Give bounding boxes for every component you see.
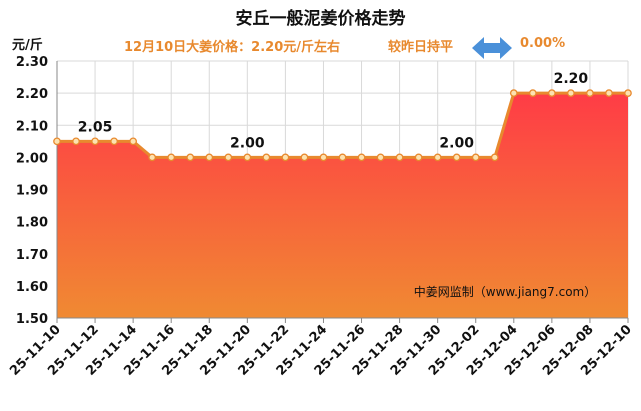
y-tick-label: 2.00 bbox=[16, 151, 48, 166]
y-tick-label: 1.90 bbox=[16, 184, 48, 199]
data-label: 2.00 bbox=[230, 135, 265, 151]
data-point bbox=[509, 89, 518, 97]
data-point bbox=[605, 89, 613, 97]
data-point bbox=[338, 153, 347, 162]
data-label: 2.00 bbox=[439, 135, 474, 151]
data-point bbox=[224, 153, 233, 162]
data-point bbox=[319, 153, 328, 162]
data-point bbox=[471, 153, 480, 162]
compare-label: 较昨日持平 bbox=[388, 40, 454, 55]
data-point bbox=[167, 153, 176, 162]
data-point bbox=[205, 153, 214, 162]
data-point bbox=[72, 137, 80, 146]
data-point bbox=[395, 153, 404, 162]
data-point bbox=[281, 153, 290, 162]
data-point bbox=[148, 153, 157, 162]
y-tick-label: 2.30 bbox=[16, 55, 48, 70]
data-point bbox=[548, 89, 556, 97]
data-point bbox=[414, 153, 423, 162]
data-point bbox=[262, 153, 271, 162]
y-tick-label: 2.20 bbox=[16, 87, 48, 102]
left-right-arrow-icon bbox=[472, 37, 512, 59]
y-tick-label: 1.70 bbox=[16, 248, 48, 263]
series-area bbox=[57, 93, 628, 318]
data-point bbox=[433, 153, 442, 162]
y-tick-label: 2.10 bbox=[16, 119, 48, 134]
data-point bbox=[586, 89, 594, 97]
data-label: 2.05 bbox=[78, 119, 113, 135]
data-point bbox=[300, 153, 309, 162]
data-point bbox=[567, 89, 575, 97]
markers bbox=[53, 89, 632, 162]
data-point bbox=[357, 153, 366, 162]
data-point bbox=[91, 137, 99, 146]
chart-title: 安丘一般泥姜价格走势 bbox=[235, 9, 406, 29]
data-point bbox=[452, 153, 461, 162]
data-point bbox=[186, 153, 195, 162]
y-tick-label: 1.50 bbox=[16, 312, 48, 327]
data-point bbox=[53, 137, 61, 146]
data-point bbox=[129, 137, 137, 146]
data-label: 2.20 bbox=[554, 71, 589, 87]
data-point bbox=[243, 153, 252, 162]
data-point bbox=[490, 153, 499, 162]
data-point bbox=[376, 153, 385, 162]
y-tick-label: 1.60 bbox=[16, 280, 48, 295]
data-labels: 2.05 2.00 2.00 2.20 bbox=[78, 71, 589, 151]
data-point bbox=[110, 137, 118, 146]
change-value: 0.00% bbox=[520, 36, 566, 51]
data-point bbox=[528, 89, 537, 97]
data-point bbox=[624, 89, 632, 97]
chart-subtitle: 12月10日大姜价格：2.20元/斤左右 bbox=[124, 40, 341, 55]
y-axis-label: 元/斤 bbox=[12, 38, 43, 53]
summary-row: 12月10日大姜价格：2.20元/斤左右 较昨日持平 0.00% bbox=[0, 36, 641, 59]
watermark-text: 中姜网监制（www.jiang7.com） bbox=[414, 284, 596, 299]
y-tick-label: 1.80 bbox=[16, 216, 48, 231]
